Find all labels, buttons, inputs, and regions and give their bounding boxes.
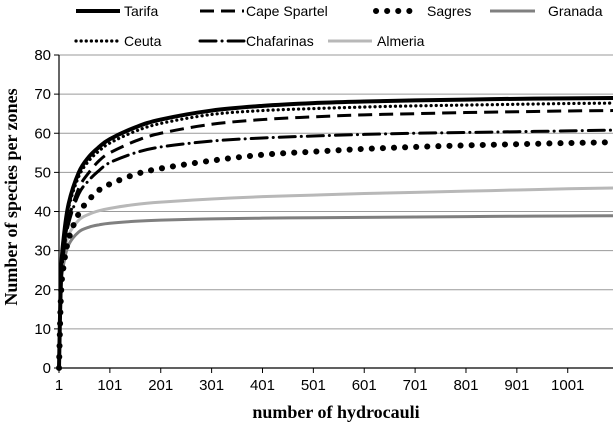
y-tick-label: 20 [34, 282, 51, 299]
y-tick-label: 0 [43, 360, 51, 377]
x-tick-label: 201 [148, 377, 173, 394]
legend-label-granada: Granada [548, 3, 603, 19]
x-tick-label: 101 [97, 377, 122, 394]
y-tick-label: 60 [34, 125, 51, 142]
x-tick-label: 1001 [551, 377, 584, 394]
series-line-ceuta [57, 101, 614, 370]
legend-label-sagres: Sagres [427, 3, 471, 19]
x-axis-title: number of hydrocauli [252, 402, 419, 422]
legend-label-tarifa: Tarifa [124, 3, 158, 19]
legend: Tarifa Cape Spartel Sagres Granada Ceuta Chaf… [74, 3, 603, 49]
y-tick-label: 40 [34, 204, 51, 221]
x-tick-label: 301 [199, 377, 224, 394]
x-tick-label: 801 [453, 377, 478, 394]
y-tick-label: 30 [34, 243, 51, 260]
x-tick-label: 401 [250, 377, 275, 394]
y-axis-title: Number of species per zones [1, 88, 21, 305]
legend-label-chafarinas: Chafarinas [246, 33, 314, 49]
gridlines [59, 54, 613, 330]
legend-label-almeria: Almeria [377, 33, 425, 49]
y-tick-label: 80 [34, 47, 51, 64]
legend-label-ceuta: Ceuta [124, 33, 162, 49]
y-tick-label: 10 [34, 321, 51, 338]
x-tick-label: 901 [504, 377, 529, 394]
series-line-granada [57, 214, 614, 369]
y-tick-label: 70 [34, 86, 51, 103]
legend-label-cape-spartel: Cape Spartel [246, 3, 328, 19]
x-tick-label: 601 [352, 377, 377, 394]
series-lines [56, 96, 614, 371]
x-tick-label: 501 [301, 377, 326, 394]
series-line-sagres [56, 139, 614, 371]
series-line-cape-spartel [57, 109, 614, 369]
x-tick-label: 701 [403, 377, 428, 394]
series-line-chafarinas [57, 128, 614, 370]
y-tick-label: 50 [34, 164, 51, 181]
x-tick-label: 1 [55, 377, 63, 394]
